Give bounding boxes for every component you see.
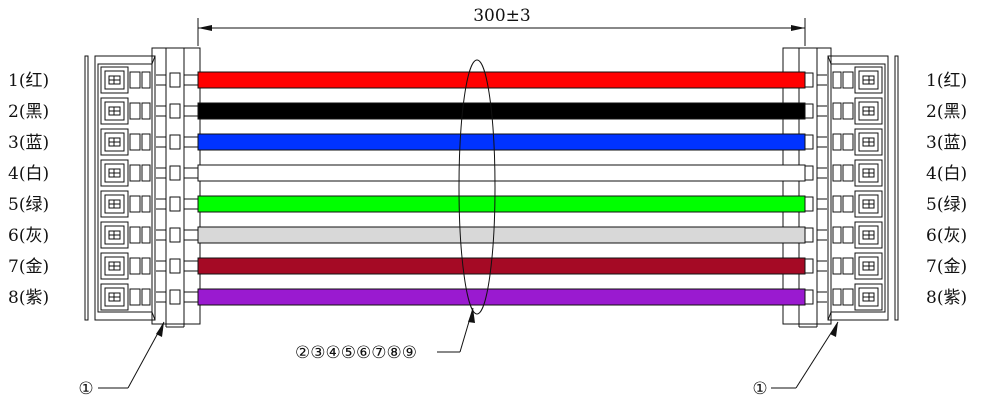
bundle-ellipse bbox=[458, 59, 496, 315]
right-connector bbox=[782, 47, 899, 328]
pin-label-right-2: 2(黑) bbox=[926, 102, 967, 122]
pin-label-right-1: 1(红) bbox=[926, 71, 967, 91]
pin-label-right-6: 6(灰) bbox=[926, 226, 967, 246]
pin-label-left-3: 3(蓝) bbox=[8, 133, 49, 153]
wire-callout: ②③④⑤⑥⑦⑧⑨ bbox=[295, 307, 475, 363]
wire-3 bbox=[197, 133, 806, 151]
wire-2 bbox=[197, 102, 806, 120]
pin-label-left-6: 6(灰) bbox=[8, 226, 49, 246]
wire-4 bbox=[197, 164, 806, 182]
right-pin-labels: 1(红) 2(黑) 3(蓝) 4(白) 5(绿) 6(灰) 7(金) 8(紫) bbox=[926, 71, 967, 308]
wire-5 bbox=[197, 195, 806, 213]
pin-label-right-7: 7(金) bbox=[926, 257, 967, 277]
pin-label-left-8: 8(紫) bbox=[8, 288, 49, 308]
left-pin-labels: 1(红) 2(黑) 3(蓝) 4(白) 5(绿) 6(灰) 7(金) 8(紫) bbox=[8, 71, 49, 308]
pin-label-right-8: 8(紫) bbox=[926, 288, 967, 308]
wire-1 bbox=[197, 71, 806, 89]
left-connector bbox=[84, 47, 201, 328]
connector-callout-right: ① bbox=[752, 379, 767, 399]
pin-label-right-5: 5(绿) bbox=[926, 195, 967, 215]
wire-callout-text: ②③④⑤⑥⑦⑧⑨ bbox=[295, 343, 417, 363]
pin-label-right-4: 4(白) bbox=[926, 164, 967, 184]
right-connector-callout: ① bbox=[752, 321, 839, 399]
connector-callout-left: ① bbox=[78, 379, 93, 399]
wire-bundle bbox=[197, 71, 806, 306]
pin-label-left-4: 4(白) bbox=[8, 164, 49, 184]
wire-6 bbox=[197, 226, 806, 244]
left-connector-callout: ① bbox=[78, 321, 165, 399]
length-dimension-text: 300±3 bbox=[473, 6, 531, 26]
pin-label-left-7: 7(金) bbox=[8, 257, 49, 277]
length-dimension: 300±3 bbox=[197, 6, 806, 46]
pin-label-left-1: 1(红) bbox=[8, 71, 49, 91]
pin-label-left-5: 5(绿) bbox=[8, 195, 49, 215]
pin-label-left-2: 2(黑) bbox=[8, 102, 49, 122]
wire-7 bbox=[197, 257, 806, 275]
wire-8 bbox=[197, 288, 806, 306]
pin-label-right-3: 3(蓝) bbox=[926, 133, 967, 153]
